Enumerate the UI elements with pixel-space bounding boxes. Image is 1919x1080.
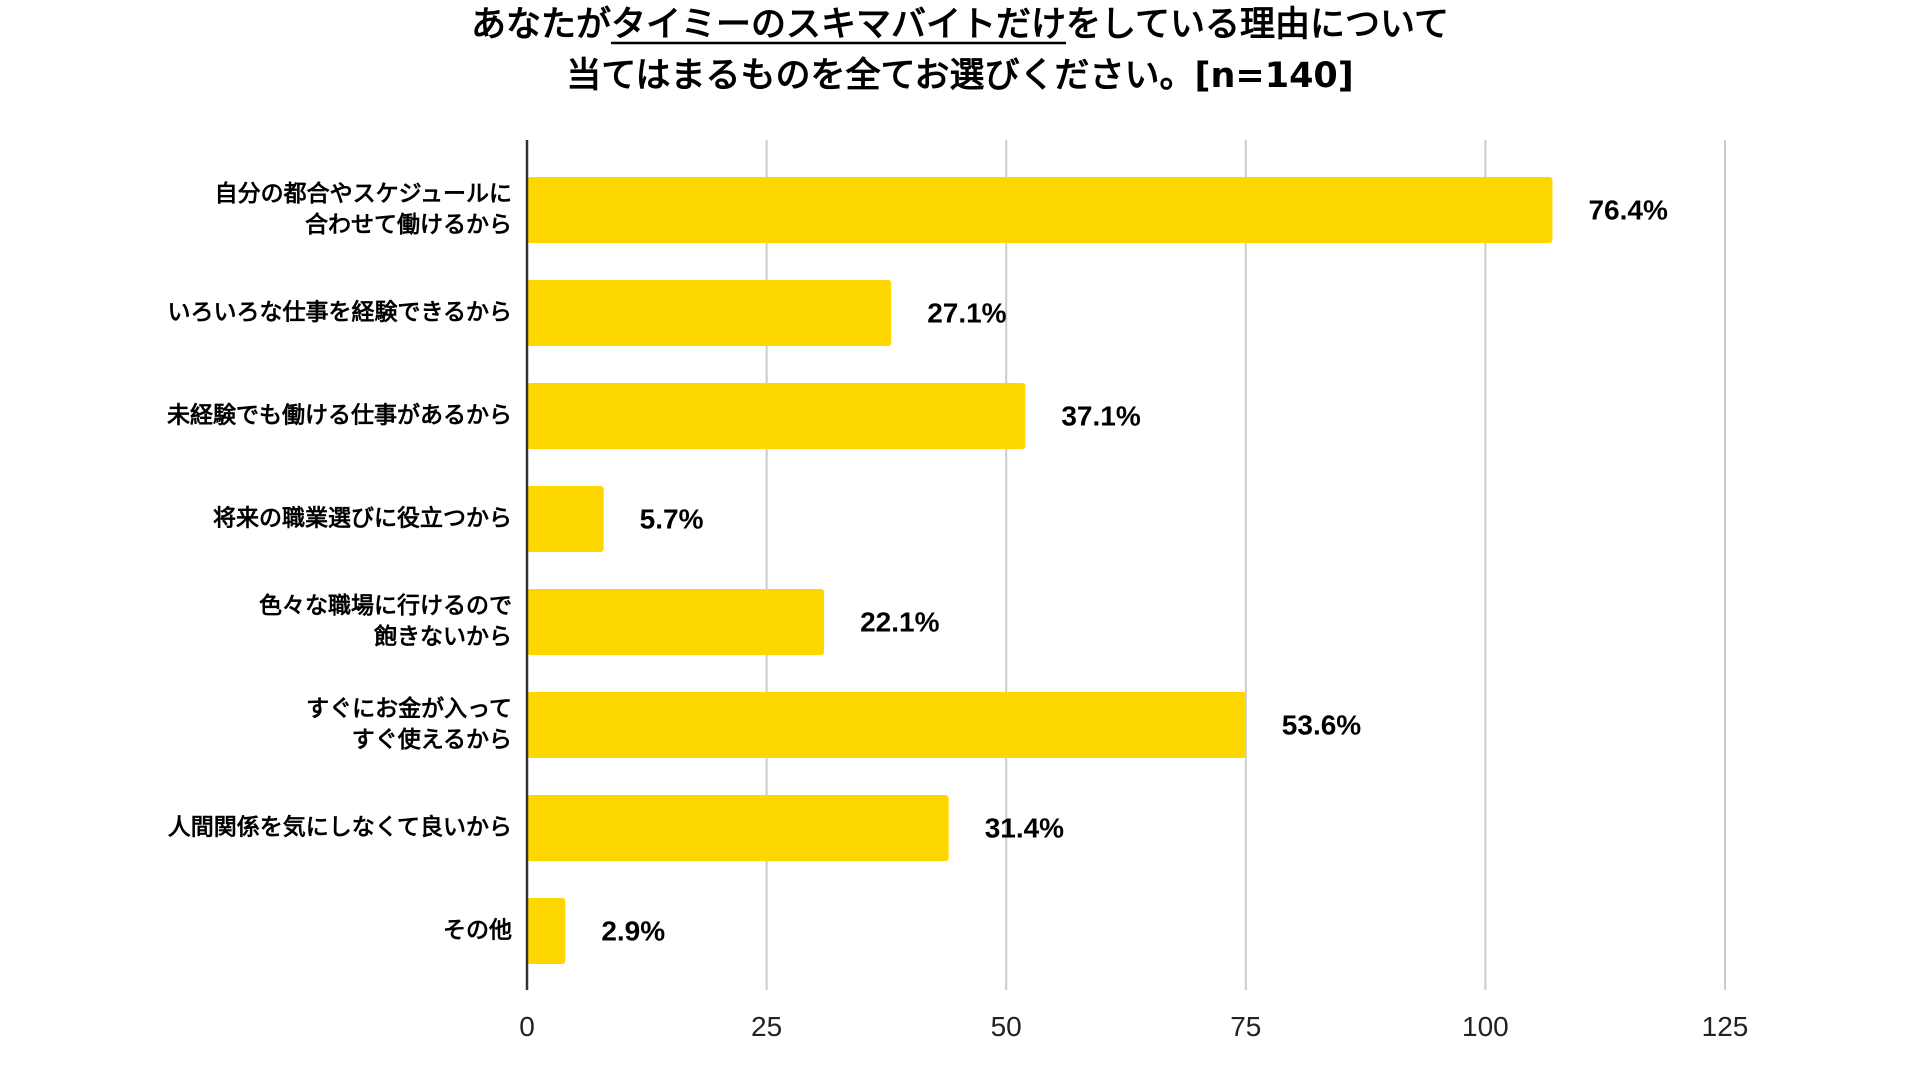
- x-tick-label-25: 25: [751, 1011, 782, 1042]
- x-tick-label-75: 75: [1230, 1011, 1261, 1042]
- bar-8: [527, 898, 566, 964]
- gridlines: [765, 140, 1726, 990]
- x-tick-label-50: 50: [991, 1011, 1022, 1042]
- category-label-8: その他: [443, 918, 512, 944]
- data-label-2: 27.1%: [927, 297, 1006, 328]
- data-label-7: 31.4%: [985, 812, 1064, 843]
- category-label-1-line-1: 自分の都合やスケジュールに: [215, 180, 512, 207]
- data-label-8: 2.9%: [601, 915, 665, 946]
- data-labels: 76.4% 27.1% 37.1% 5.7% 22.1% 53.6% 31.4% 2.9%: [601, 194, 1668, 946]
- x-tick-label-0: 0: [519, 1011, 535, 1042]
- category-label-4: 将来の職業選びに役立つから: [213, 505, 512, 532]
- data-label-5: 22.1%: [860, 606, 939, 637]
- category-label-5-line-2: 飽きないから: [374, 623, 512, 650]
- category-label-2: いろいろな仕事を経験できるから: [167, 299, 512, 326]
- data-label-1: 76.4%: [1588, 194, 1667, 225]
- x-tick-label-125: 125: [1702, 1011, 1749, 1042]
- data-label-4: 5.7%: [640, 503, 704, 534]
- title-line-1: あなたがタイミーのスキマバイトだけをしている理由について: [471, 5, 1449, 45]
- data-label-3: 37.1%: [1061, 400, 1140, 431]
- category-label-3: 未経験でも働ける仕事があるから: [167, 402, 512, 429]
- bar-4: [527, 486, 604, 552]
- bar-5: [527, 589, 825, 655]
- data-label-6: 53.6%: [1282, 709, 1361, 740]
- category-labels: 自分の都合やスケジュールに合わせて働けるからいろいろな仕事を経験できるから未経験…: [167, 180, 512, 944]
- bar-2: [527, 280, 892, 346]
- x-axis-ticks: 0 25 50 75 100 125: [519, 140, 1748, 1042]
- bar-6: [527, 692, 1246, 758]
- chart-title: あなたがタイミーのスキマバイトだけをしている理由について当てはまるものを全てお選…: [471, 5, 1449, 96]
- category-label-1-line-2: 合わせて働けるから: [305, 211, 512, 238]
- bar-3: [527, 383, 1026, 449]
- bar-7: [527, 795, 949, 861]
- title-line-2: 当てはまるものを全てお選びください。[n=140]: [566, 55, 1354, 96]
- category-label-6-line-1: すぐにお金が入って: [306, 695, 512, 722]
- category-label-7: 人間関係を気にしなくて良いから: [168, 814, 512, 841]
- bar-1: [527, 177, 1553, 243]
- category-label-5-line-1: 色々な職場に行けるので: [259, 592, 512, 619]
- x-tick-label-100: 100: [1462, 1011, 1509, 1042]
- category-label-6-line-2: すぐ使えるから: [352, 727, 512, 753]
- bars: [527, 177, 1553, 964]
